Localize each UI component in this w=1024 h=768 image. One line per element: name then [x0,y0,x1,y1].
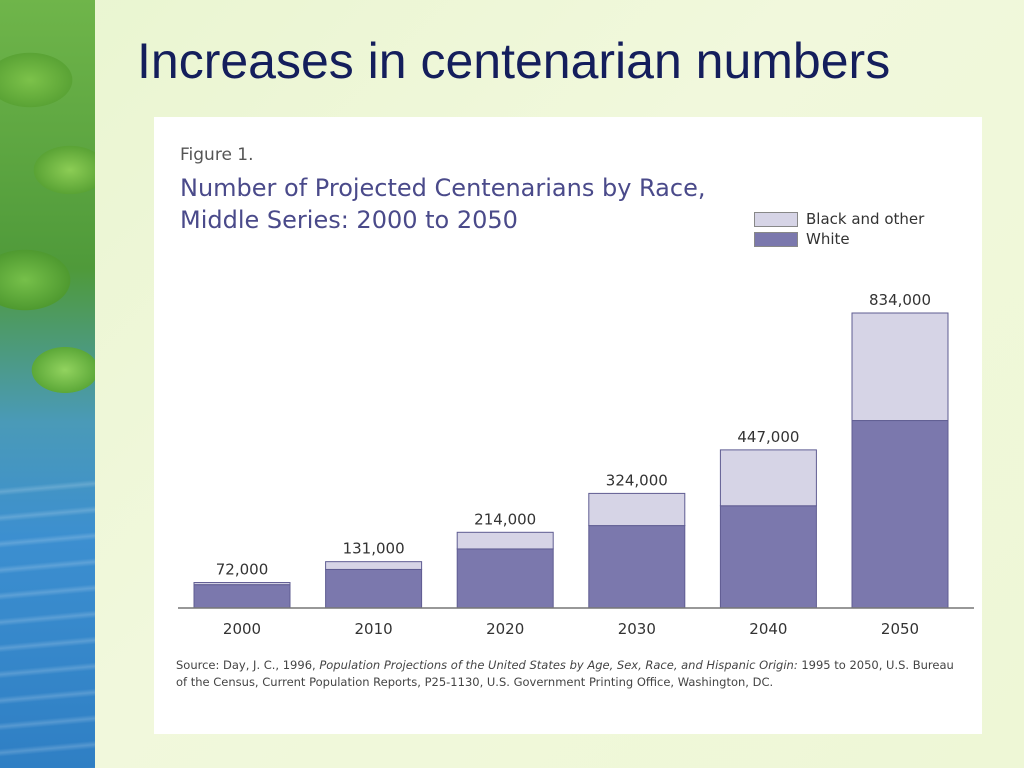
source-suffix: 1995 to 2050, U.S. Bureau of the Census,… [176,658,954,689]
bar-chart: 72,000 2000 131,000 2010 214,000 2020 324,000 2… [178,291,974,638]
chart-title: Number of Projected Centenarians by Race… [180,174,706,234]
total-label-2000: 72,000 [216,561,269,579]
legend-swatch-white [754,231,798,247]
x-tick-label-2020: 2020 [486,620,524,638]
x-tick-label-2010: 2010 [355,620,393,638]
legend-label-white: White [806,230,850,248]
legend-item-white: White [754,229,924,249]
bar-black-and-other-2040 [719,449,817,507]
bar-black-and-other-2020 [456,531,554,550]
bar-black-and-other-2050 [851,312,949,422]
total-label-2050: 834,000 [869,291,931,309]
bar-white-2040 [719,505,817,609]
bar-white-2010 [325,568,423,609]
bar-black-and-other-2010 [325,561,423,570]
x-tick-label-2050: 2050 [881,620,919,638]
bar-white-2020 [456,548,554,609]
bar-white-2050 [851,420,949,609]
slide-title: Increases in centenarian numbers [137,33,891,89]
chart-legend: Black and other White [754,209,924,249]
bar-white-2000 [193,584,291,609]
x-tick-label-2030: 2030 [618,620,656,638]
x-tick-label-2040: 2040 [749,620,787,638]
total-label-2020: 214,000 [474,510,536,528]
bar-black-and-other-2000 [193,582,291,586]
figure-label: Figure 1. [180,145,254,165]
source-prefix: Source: Day, J. C., 1996, [176,658,320,672]
total-label-2040: 447,000 [737,428,799,446]
legend-label-black-and-other: Black and other [806,210,925,228]
legend-item-black-and-other: Black and other [754,209,924,229]
source-publication-title: Population Projections of the United Sta… [319,658,798,672]
legend-swatch-black-and-other [754,211,798,227]
bar-white-2030 [588,525,686,609]
figure-panel: Figure 1. Number of Projected Centenaria… [154,117,982,734]
total-label-2030: 324,000 [606,471,668,489]
decorative-leaf-water-strip [0,0,95,768]
bar-black-and-other-2030 [588,492,686,527]
total-label-2010: 131,000 [343,540,405,558]
x-tick-label-2000: 2000 [223,620,261,638]
source-note: Source: Day, J. C., 1996, Population Pro… [176,657,966,691]
